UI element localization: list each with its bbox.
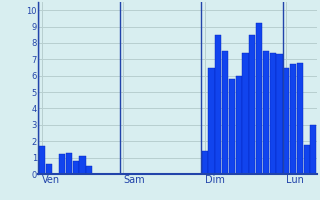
Bar [59,154,65,174]
Bar [39,146,45,174]
Bar [310,125,316,174]
Bar [263,51,269,174]
Bar [249,35,255,174]
Bar [86,166,92,174]
Bar [270,53,276,174]
Bar [290,64,296,174]
Bar [256,23,262,174]
Bar [73,161,79,174]
Bar [243,53,249,174]
Bar [304,145,310,174]
Bar [209,68,215,174]
Bar [222,51,228,174]
Bar [283,68,289,174]
Bar [276,54,283,174]
Bar [79,156,85,174]
Bar [215,35,221,174]
Bar [66,153,72,174]
Bar [229,79,235,174]
Bar [236,76,242,174]
Bar [45,164,52,174]
Bar [202,151,208,174]
Bar [297,63,303,174]
